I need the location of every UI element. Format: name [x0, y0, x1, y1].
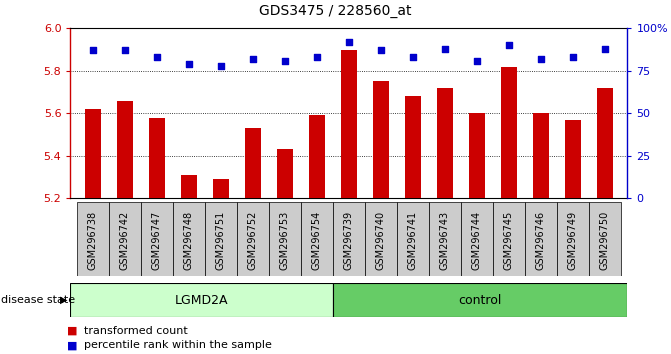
Text: GDS3475 / 228560_at: GDS3475 / 228560_at: [259, 4, 412, 18]
Text: GSM296745: GSM296745: [504, 211, 514, 270]
Bar: [341, 50, 357, 198]
Point: [280, 58, 291, 63]
Point: [183, 61, 194, 67]
Text: GSM296746: GSM296746: [536, 211, 546, 270]
Text: GSM296747: GSM296747: [152, 211, 162, 270]
FancyBboxPatch shape: [269, 202, 301, 276]
FancyBboxPatch shape: [333, 283, 627, 317]
Text: GSM296750: GSM296750: [600, 211, 610, 270]
FancyBboxPatch shape: [429, 202, 461, 276]
FancyBboxPatch shape: [365, 202, 397, 276]
Bar: [533, 113, 549, 198]
Bar: [277, 149, 293, 198]
Text: GSM296740: GSM296740: [376, 211, 386, 270]
FancyBboxPatch shape: [493, 202, 525, 276]
Text: LGMD2A: LGMD2A: [175, 293, 228, 307]
Point: [152, 55, 162, 60]
Bar: [437, 88, 453, 198]
Bar: [85, 109, 101, 198]
FancyBboxPatch shape: [205, 202, 237, 276]
FancyBboxPatch shape: [173, 202, 205, 276]
FancyBboxPatch shape: [397, 202, 429, 276]
Point: [376, 47, 386, 53]
FancyBboxPatch shape: [237, 202, 269, 276]
Text: GSM296744: GSM296744: [472, 211, 482, 270]
Bar: [501, 67, 517, 198]
FancyBboxPatch shape: [141, 202, 173, 276]
FancyBboxPatch shape: [77, 202, 109, 276]
Text: disease state: disease state: [1, 295, 74, 305]
Point: [87, 47, 98, 53]
Point: [311, 55, 322, 60]
FancyBboxPatch shape: [70, 283, 333, 317]
Text: GSM296754: GSM296754: [312, 211, 322, 270]
Text: GSM296742: GSM296742: [120, 211, 130, 270]
FancyBboxPatch shape: [557, 202, 589, 276]
Text: GSM296739: GSM296739: [344, 211, 354, 270]
Text: GSM296753: GSM296753: [280, 211, 290, 270]
Point: [215, 63, 226, 69]
Bar: [309, 115, 325, 198]
Text: transformed count: transformed count: [84, 326, 188, 336]
Text: GSM296741: GSM296741: [408, 211, 418, 270]
Point: [535, 56, 546, 62]
Bar: [117, 101, 133, 198]
Text: GSM296749: GSM296749: [568, 211, 578, 270]
FancyBboxPatch shape: [461, 202, 493, 276]
FancyBboxPatch shape: [333, 202, 365, 276]
Text: GSM296751: GSM296751: [216, 211, 226, 270]
Point: [119, 47, 130, 53]
Bar: [213, 179, 229, 198]
Text: ■: ■: [67, 340, 78, 350]
Text: GSM296743: GSM296743: [440, 211, 450, 270]
Text: ▶: ▶: [60, 295, 67, 305]
Point: [472, 58, 482, 63]
Point: [407, 55, 418, 60]
Bar: [405, 96, 421, 198]
Bar: [181, 175, 197, 198]
Point: [600, 46, 611, 52]
Bar: [149, 118, 165, 198]
Bar: [597, 88, 613, 198]
Bar: [373, 81, 389, 198]
Point: [344, 39, 354, 45]
Text: GSM296752: GSM296752: [248, 211, 258, 270]
Text: GSM296748: GSM296748: [184, 211, 194, 270]
Text: GSM296738: GSM296738: [88, 211, 98, 270]
FancyBboxPatch shape: [589, 202, 621, 276]
Text: ■: ■: [67, 326, 78, 336]
Point: [568, 55, 578, 60]
FancyBboxPatch shape: [301, 202, 333, 276]
Bar: [245, 128, 261, 198]
Bar: [469, 113, 485, 198]
Text: control: control: [458, 293, 502, 307]
Point: [504, 42, 515, 48]
FancyBboxPatch shape: [109, 202, 141, 276]
Point: [248, 56, 258, 62]
FancyBboxPatch shape: [525, 202, 557, 276]
Point: [440, 46, 450, 52]
Bar: [565, 120, 581, 198]
Text: percentile rank within the sample: percentile rank within the sample: [84, 340, 272, 350]
